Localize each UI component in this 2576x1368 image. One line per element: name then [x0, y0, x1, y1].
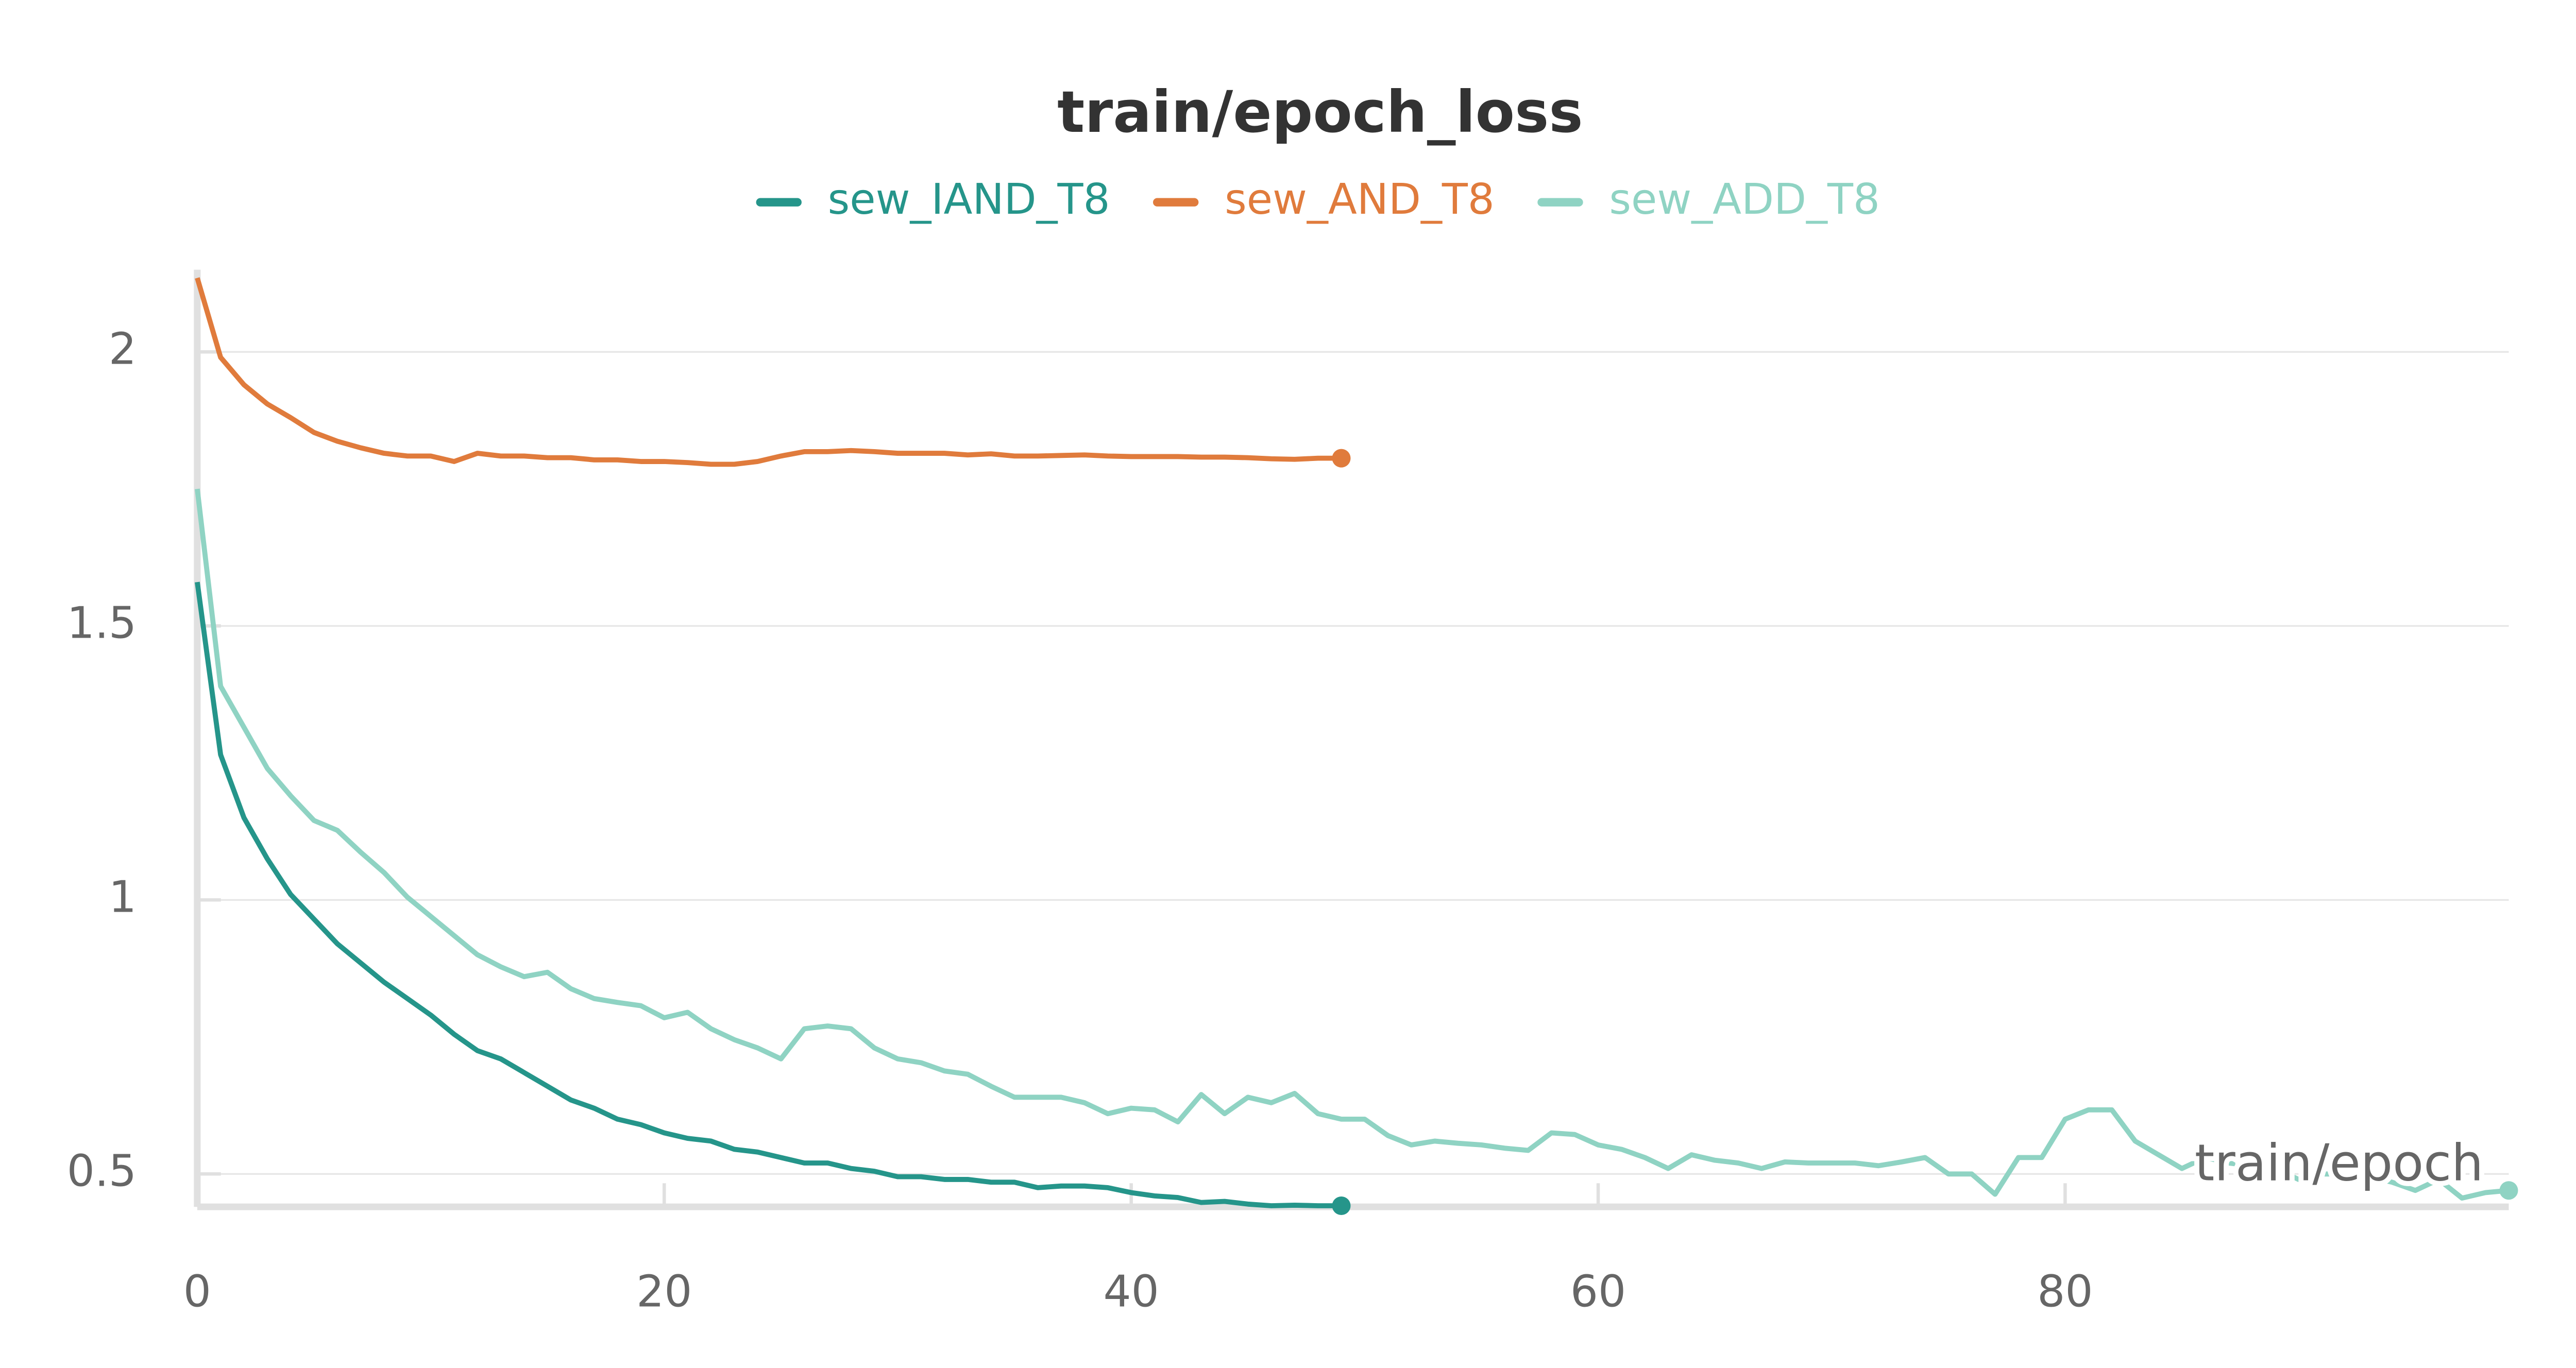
end-point: [2499, 1181, 2518, 1200]
legend-label: sew_ADD_T8: [1609, 175, 1880, 224]
x-tick-label: 80: [2037, 1267, 2093, 1318]
end-point: [1332, 449, 1351, 468]
x-axis-label: train/epoch: [2195, 1134, 2483, 1192]
chart-title: train/epoch_loss: [1057, 79, 1583, 146]
y-tick-label: 1: [109, 872, 137, 923]
legend-label: sew_AND_T8: [1225, 175, 1495, 224]
legend-label: sew_IAND_T8: [828, 175, 1110, 224]
x-tick-label: 0: [183, 1267, 211, 1318]
y-tick-label: 0.5: [67, 1146, 137, 1197]
y-tick-label: 1.5: [67, 598, 137, 649]
x-tick-label: 40: [1104, 1267, 1159, 1318]
x-tick-label: 60: [1570, 1267, 1626, 1318]
y-tick-label: 2: [109, 324, 137, 375]
x-tick-label: 20: [636, 1267, 692, 1318]
series-line: [195, 582, 1342, 1208]
series-line: [195, 488, 2509, 1201]
series-line: [195, 277, 1342, 467]
end-point: [1332, 1196, 1351, 1215]
